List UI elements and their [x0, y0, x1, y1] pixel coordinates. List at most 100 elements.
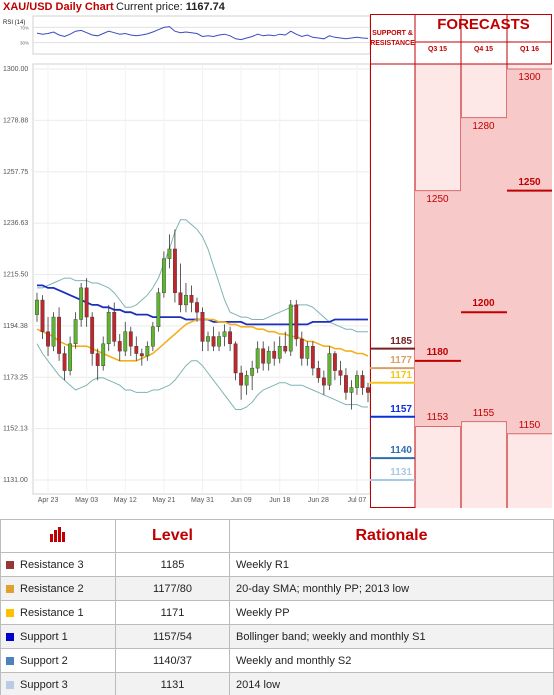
candle-body: [244, 375, 249, 386]
rsi-line: [36, 26, 369, 41]
forecast-panel-graphic: [370, 14, 553, 508]
x-tick-label: Apr 23: [38, 497, 59, 504]
candle-body: [206, 336, 210, 342]
level-name-cell: Resistance 2: [0, 576, 116, 601]
rationale-cell: Bollinger band; weekly and monthly S1: [229, 624, 554, 649]
sr-level-label: 1177: [390, 355, 412, 367]
x-tick-label: May 12: [114, 497, 137, 504]
level-color-swatch: [6, 560, 14, 569]
level-name: Support 1: [20, 630, 68, 643]
rationale-cell: Weekly R1: [229, 552, 554, 577]
candle-body: [156, 292, 161, 327]
forecast-low-label: 1155: [472, 407, 495, 419]
candle-body: [195, 302, 199, 313]
forecast-mid-label: 1180: [426, 346, 449, 358]
y-tick-label: 1236.63: [3, 220, 28, 227]
level-name: Resistance 1: [20, 606, 84, 619]
level-name: Resistance 3: [20, 558, 84, 571]
rsi-pane: [32, 15, 370, 55]
candle-body: [46, 331, 50, 347]
level-name: Resistance 2: [20, 582, 84, 595]
candle-body: [178, 292, 183, 306]
level-color-swatch: [6, 680, 14, 689]
x-tick-label: Jul 07: [348, 497, 367, 504]
candle-body: [338, 370, 343, 376]
level-name-cell: Support 3: [0, 672, 116, 695]
level-value-cell: 1140/37: [115, 648, 230, 673]
candle-body: [62, 353, 67, 371]
sr-level-label: 1131: [390, 467, 412, 478]
x-tick-label: May 21: [152, 497, 175, 504]
candle-body: [250, 367, 255, 376]
candle-body: [233, 343, 238, 374]
forecast-mid-label: 1200: [472, 298, 495, 310]
chart-header: XAU/USD Daily Chart Current price: 1167.…: [0, 0, 370, 14]
x-tick-label: Jun 09: [231, 497, 252, 504]
y-tick-label: 1257.75: [3, 169, 28, 176]
table-row: Resistance 2 1177/80 20-day SMA; monthly P…: [0, 576, 554, 601]
candle-body: [299, 338, 304, 359]
rsi-tick-label: 30%: [20, 41, 29, 46]
forecast-range: [415, 190, 461, 427]
candle-body: [150, 326, 155, 347]
forecast-range: [461, 117, 507, 422]
sr-level-label: 1171: [390, 369, 412, 381]
level-color-swatch: [6, 608, 14, 617]
level-column-header: Level: [115, 519, 230, 553]
bar-chart-icon: [50, 526, 65, 542]
current-price-label: Current price: 1167.74: [116, 1, 225, 13]
forecast-high-label: 1280: [472, 120, 495, 132]
forecast-high-label: 1300: [518, 72, 541, 83]
candle-body: [344, 375, 348, 393]
candle-body: [128, 331, 133, 347]
candle-body: [255, 348, 260, 369]
level-value-cell: 1157/54: [115, 624, 230, 649]
candle-body: [332, 353, 337, 371]
forecast-range: [507, 69, 553, 434]
candle-body: [68, 343, 73, 371]
candle-body: [40, 299, 45, 332]
table-header-row: Level Rationale: [0, 519, 554, 553]
candle-body: [95, 353, 100, 366]
level-name: Support 2: [20, 654, 68, 667]
candle-body: [123, 331, 128, 352]
level-name-cell: Support 2: [0, 648, 116, 673]
candle-body: [35, 299, 39, 315]
candle-body: [145, 346, 150, 357]
candle-body: [321, 377, 326, 386]
table-row: Support 3 1131 2014 low: [0, 672, 554, 695]
candle-body: [117, 341, 122, 352]
price-chart: RSI (14)70% 30% 1300.00 1278.88 1257.75 1236.…: [3, 15, 370, 504]
candle-body: [161, 258, 166, 293]
candle-body: [217, 336, 221, 347]
candle-body: [90, 316, 95, 354]
candle-body: [222, 331, 227, 337]
rsi-tick-label: 70%: [20, 25, 29, 30]
rsi-label: RSI (14): [3, 20, 25, 26]
x-tick-label: May 31: [191, 497, 214, 504]
candle-body: [294, 304, 299, 340]
y-tick-label: 1173.25: [3, 374, 28, 381]
candle-body: [360, 375, 365, 388]
y-tick-label: 1300.00: [3, 66, 28, 73]
rationale-column-header: Rationale: [229, 519, 554, 553]
bollinger-upper-line: [37, 219, 368, 333]
quarter-label: Q1 16: [519, 46, 540, 53]
candle-body: [272, 350, 277, 359]
y-tick-label: 1215.50: [3, 272, 28, 279]
candle-body: [266, 350, 271, 364]
rationale-cell: Weekly PP: [229, 600, 554, 625]
level-name-cell: Resistance 3: [0, 552, 116, 577]
candle-body: [139, 353, 144, 357]
candle-body: [101, 343, 106, 366]
candle-body: [310, 346, 315, 369]
candle-body: [261, 348, 266, 364]
candle-body: [283, 346, 288, 352]
table-row: Support 1 1157/54 Bollinger band; weekly a…: [0, 624, 554, 649]
table-row: Resistance 1 1171 Weekly PP: [0, 600, 554, 625]
current-price-value: 1167.74: [185, 1, 225, 13]
candle-body: [51, 316, 56, 347]
level-name-cell: Support 1: [0, 624, 116, 649]
rationale-cell: 20-day SMA; monthly PP; 2013 low: [229, 576, 554, 601]
y-tick-label: 1278.88: [3, 117, 28, 124]
